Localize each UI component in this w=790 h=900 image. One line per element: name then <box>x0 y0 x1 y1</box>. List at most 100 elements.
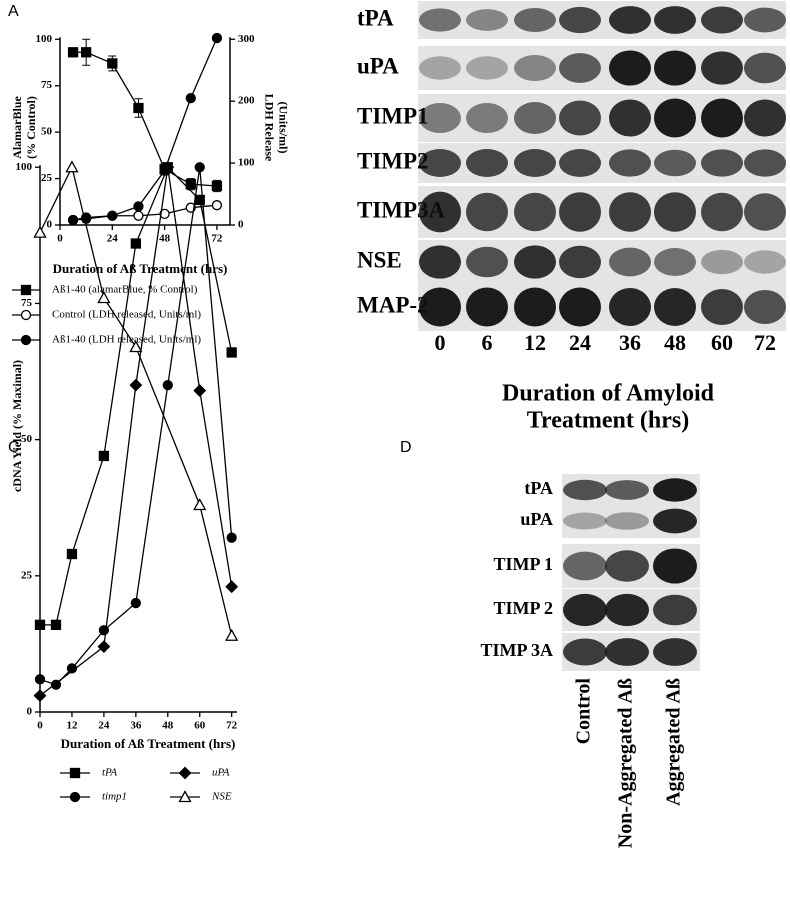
y-axis-label: cDNA Yield (% Maximal) <box>10 360 24 492</box>
blot-band <box>466 246 508 278</box>
blot-row-label: NSE <box>357 247 402 272</box>
blot-band <box>605 638 649 666</box>
blot-band <box>563 638 607 666</box>
panel-label: A <box>8 3 19 20</box>
blot-band <box>609 247 651 277</box>
marker <box>33 689 47 703</box>
blot-band <box>654 288 696 326</box>
blot-band <box>654 50 696 86</box>
blot-caption: Treatment (hrs) <box>527 408 689 434</box>
x-tick-label: 24 <box>98 720 110 732</box>
blot-band <box>514 149 556 177</box>
marker <box>20 284 32 296</box>
legend-label: Aß1-40 (alamarBlue, % Control) <box>52 284 198 296</box>
y-tick-label: 75 <box>21 297 33 309</box>
blot-band <box>654 149 696 177</box>
marker <box>97 640 111 654</box>
marker <box>225 628 239 641</box>
lane-label: 72 <box>754 330 776 355</box>
blot-band <box>605 593 649 627</box>
marker <box>69 791 81 803</box>
y-tick-label: 0 <box>27 706 33 718</box>
blot-row-label: TIMP2 <box>357 148 429 173</box>
marker <box>194 162 205 173</box>
marker <box>185 92 196 104</box>
blot-band <box>744 7 786 33</box>
blot-band <box>744 52 786 84</box>
blot-band <box>701 51 743 85</box>
blot-band <box>605 480 649 500</box>
y-axis-label: AlamarBlue <box>10 96 24 159</box>
y-tick-label: 75 <box>41 79 53 91</box>
legend-label: Control (LDH released, Units/ml) <box>52 309 201 321</box>
series-line <box>39 165 233 636</box>
blot-band <box>701 98 743 138</box>
lane-label: Control <box>573 678 595 745</box>
marker <box>65 160 79 173</box>
blot-band <box>653 478 697 502</box>
blot-row-label: TIMP1 <box>357 103 429 128</box>
blot-band <box>653 548 697 584</box>
x-tick-label: 48 <box>162 720 174 732</box>
lane-label: Aggregated Aß <box>663 678 685 806</box>
panel-label: D <box>400 439 412 456</box>
x-tick-label: 0 <box>37 720 43 732</box>
marker <box>133 210 144 221</box>
y-tick-label: 25 <box>21 569 33 581</box>
blot-band <box>609 192 651 232</box>
blot-band <box>701 249 743 275</box>
blot-band <box>419 191 461 233</box>
blot-row-label: TIMP 3A <box>480 640 553 660</box>
blot-band <box>744 149 786 177</box>
marker <box>185 178 196 190</box>
blot-band <box>419 287 461 327</box>
blot-band <box>419 149 461 177</box>
blot-band <box>654 98 696 138</box>
blot-band <box>419 8 461 32</box>
blot-band <box>605 550 649 582</box>
lane-label: 0 <box>435 330 446 355</box>
marker <box>161 160 175 174</box>
blot-band <box>514 192 556 232</box>
blot-band <box>466 287 508 327</box>
blot-band <box>419 56 461 80</box>
y2-tick-label: 200 <box>238 95 255 107</box>
marker <box>107 210 118 221</box>
blot-band <box>559 53 601 83</box>
blot-band <box>559 245 601 279</box>
y-tick-label: 50 <box>21 433 33 445</box>
blot-row-label: TIMP 2 <box>493 598 553 618</box>
marker <box>159 208 170 220</box>
marker <box>67 214 79 226</box>
blot-band <box>609 288 651 326</box>
blot-band <box>514 102 556 134</box>
blot-band <box>654 192 696 232</box>
x-tick-label: 0 <box>57 233 63 245</box>
x-tick-label: 72 <box>226 720 238 732</box>
marker <box>34 619 46 630</box>
blot-band <box>514 245 556 279</box>
blot-row-label: TIMP 1 <box>493 554 553 574</box>
blot-band <box>466 9 508 31</box>
blot-band <box>609 149 651 177</box>
marker <box>193 384 207 398</box>
lane-label: 36 <box>619 330 641 355</box>
blot-band <box>514 54 556 82</box>
y2-axis-label: LDH Release <box>262 94 276 162</box>
blot-band <box>514 287 556 327</box>
marker <box>81 213 92 224</box>
marker <box>129 378 143 392</box>
blot-row-label: tPA <box>357 5 394 30</box>
blot-band <box>653 508 697 534</box>
blot-band <box>466 103 508 133</box>
x-tick-label: 12 <box>66 720 78 732</box>
marker <box>178 790 192 803</box>
y-axis-label: (% Control) <box>24 96 38 159</box>
blot-band <box>419 245 461 279</box>
blot-band <box>466 56 508 80</box>
marker <box>81 47 92 58</box>
marker <box>130 597 141 609</box>
lane-label: 24 <box>569 330 591 355</box>
y-tick-label: 100 <box>16 161 33 173</box>
